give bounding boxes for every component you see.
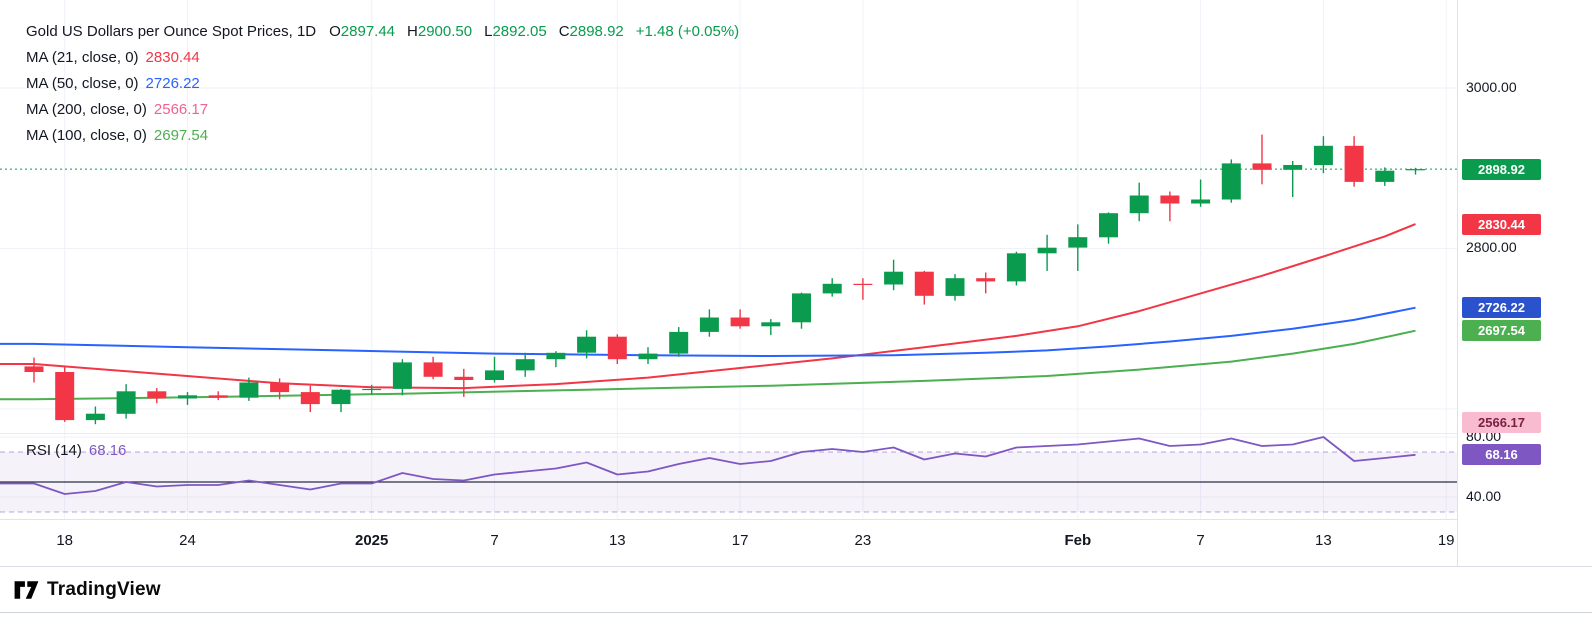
time-axis-label: 19 bbox=[1437, 532, 1455, 549]
time-axis-label: Feb bbox=[1064, 532, 1092, 549]
tradingview-brand-link[interactable]: TradingView bbox=[13, 578, 161, 602]
rsi-value: 68.16 bbox=[88, 442, 127, 459]
time-axis-label: 2025 bbox=[355, 532, 389, 549]
ohlc-open-value: 2897.44 bbox=[340, 23, 396, 40]
ohlc-close-value: 2898.92 bbox=[569, 23, 624, 40]
ma50-legend-row[interactable]: MA (50, close, 0) 2726.22 bbox=[26, 74, 739, 93]
ohlc-low-value: 2892.05 bbox=[492, 23, 547, 40]
ohlc-high: H 2900.50 bbox=[407, 22, 472, 41]
time-axis-label: 17 bbox=[731, 532, 749, 549]
ohlc-values: O 2897.44 H 2900.50 L 2892.05 C 2898.92 +1.4… bbox=[329, 22, 739, 41]
ohlc-close: C 2898.92 bbox=[559, 22, 624, 41]
price-badge: 68.16 bbox=[1462, 444, 1541, 466]
ma200-legend-row[interactable]: MA (200, close, 0) 2566.17 bbox=[26, 100, 739, 119]
chart-legend: Gold US Dollars per Ounce Spot Prices, 1… bbox=[26, 22, 739, 152]
ma100-value: 2697.54 bbox=[153, 127, 209, 144]
ma200-label: MA (200, close, 0) bbox=[26, 101, 147, 118]
ohlc-low-label: L bbox=[484, 23, 493, 40]
time-axis-label: 7 bbox=[490, 532, 499, 549]
ohlc-high-value: 2900.50 bbox=[417, 23, 473, 40]
ohlc-open: O 2897.44 bbox=[329, 22, 395, 41]
bottom-divider bbox=[0, 612, 1592, 613]
axis-tick-label: 40.00 bbox=[1466, 488, 1502, 504]
axis-tick-label: 3000.00 bbox=[1466, 79, 1517, 96]
time-axis-label: 7 bbox=[1196, 532, 1205, 549]
footer: TradingView bbox=[0, 566, 1592, 626]
ohlc-high-label: H bbox=[407, 23, 418, 40]
ma21-value: 2830.44 bbox=[145, 49, 200, 66]
time-axis-label: 13 bbox=[1315, 532, 1332, 549]
rsi-label: RSI (14) bbox=[26, 442, 82, 459]
time-axis-label: 23 bbox=[854, 532, 872, 549]
ma21-legend-row[interactable]: MA (21, close, 0) 2830.44 bbox=[26, 48, 739, 67]
tradingview-brand-text: TradingView bbox=[47, 579, 161, 600]
time-axis[interactable]: 18 24 2025 7 13 17 23 Feb 7 13 19 bbox=[0, 519, 1457, 561]
price-badge: 2726.22 bbox=[1462, 297, 1541, 319]
rsi-legend-row[interactable]: RSI (14) 68.16 bbox=[26, 442, 126, 459]
ma100-legend-row[interactable]: MA (100, close, 0) 2697.54 bbox=[26, 126, 739, 145]
time-axis-label: 18 bbox=[56, 532, 74, 549]
symbol-legend-row[interactable]: Gold US Dollars per Ounce Spot Prices, 1… bbox=[26, 22, 739, 41]
ma50-label: MA (50, close, 0) bbox=[26, 75, 139, 92]
ma21-label: MA (21, close, 0) bbox=[26, 49, 139, 66]
ohlc-change-value: +1.48 (+0.05%) bbox=[635, 23, 740, 40]
time-axis-label: 13 bbox=[608, 532, 626, 549]
price-badge: 2830.44 bbox=[1462, 213, 1541, 235]
ma200-value: 2566.17 bbox=[153, 101, 209, 118]
ohlc-low: L 2892.05 bbox=[484, 22, 547, 41]
time-axis-label: 24 bbox=[179, 532, 196, 549]
axis-tick-label: 2800.00 bbox=[1466, 239, 1517, 256]
ma50-value: 2726.22 bbox=[145, 75, 200, 92]
symbol-title: Gold US Dollars per Ounce Spot Prices, 1… bbox=[26, 23, 317, 40]
ohlc-open-label: O bbox=[329, 23, 341, 40]
price-badge: 2898.92 bbox=[1462, 158, 1541, 180]
ohlc-close-label: C bbox=[558, 23, 570, 40]
price-badge: 2697.54 bbox=[1462, 320, 1541, 342]
ma100-label: MA (100, close, 0) bbox=[26, 127, 147, 144]
price-badge: 2566.17 bbox=[1462, 411, 1541, 433]
price-axis[interactable]: 3000.00 2800.00 80.00 40.00 2898.92 2830.44 27… bbox=[1458, 0, 1592, 566]
tradingview-logo-icon bbox=[14, 581, 39, 599]
